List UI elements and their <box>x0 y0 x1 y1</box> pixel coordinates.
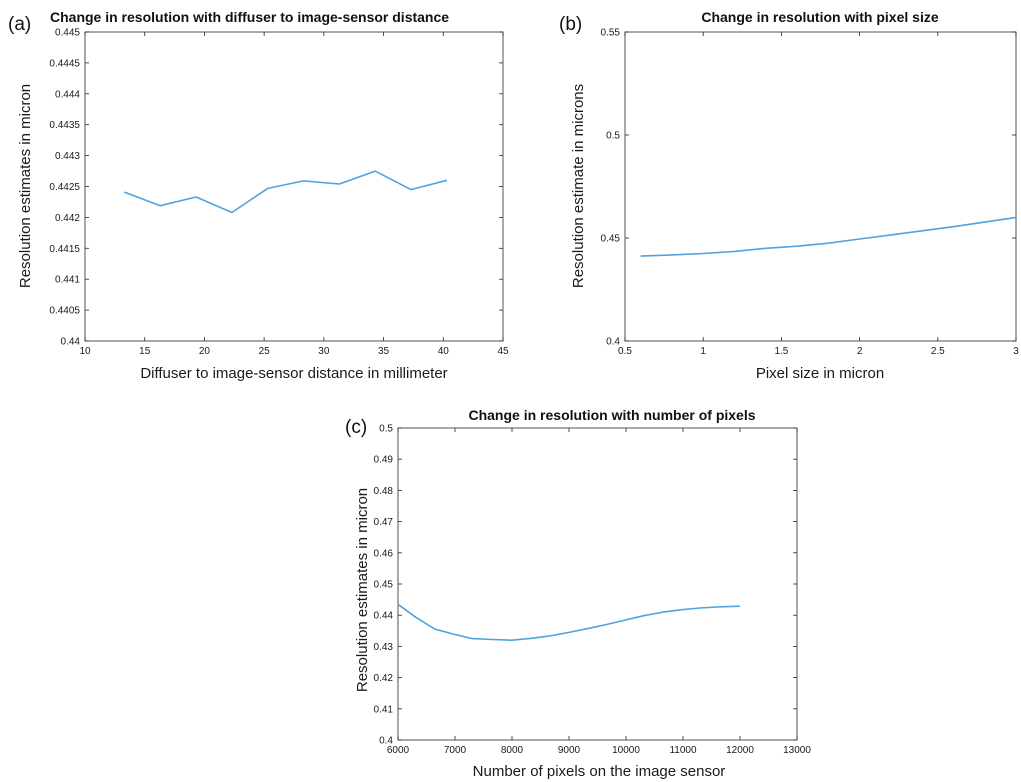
panel-b-label: (b) <box>559 14 582 35</box>
panel-c-xlabel: Number of pixels on the image sensor <box>473 763 726 780</box>
x-tick-label: 7000 <box>444 745 467 756</box>
x-tick-label: 20 <box>199 346 211 357</box>
y-tick-label: 0.5 <box>606 131 620 142</box>
panel-b: (b) Change in resolution with pixel size… <box>559 9 1019 382</box>
panel-a-xlabel: Diffuser to image-sensor distance in mil… <box>140 365 447 382</box>
x-tick-label: 40 <box>438 346 450 357</box>
panel-b-plot: 0.5 1 1.5 2 2.5 3 0.4 0.45 0.5 0.55 <box>601 28 1020 358</box>
y-tick-label: 0.4 <box>606 337 620 348</box>
y-tick-label: 0.444 <box>55 89 80 100</box>
y-tick-label: 0.5 <box>379 424 393 435</box>
y-tick-label: 0.42 <box>374 673 394 684</box>
x-tick-label: 35 <box>378 346 390 357</box>
panel-a-axes-box <box>84 31 504 342</box>
x-tick-label: 0.5 <box>618 346 632 357</box>
y-tick-label: 0.4405 <box>49 306 80 317</box>
y-tick-label: 0.443 <box>55 151 80 162</box>
panel-a-series-line <box>124 170 448 214</box>
x-tick-label: 15 <box>139 346 151 357</box>
panel-c-series-line <box>397 603 741 642</box>
y-tick-label: 0.442 <box>55 213 80 224</box>
x-tick-label: 13000 <box>783 745 811 756</box>
y-tick-label: 0.46 <box>374 548 394 559</box>
panel-c-title: Change in resolution with number of pixe… <box>468 407 755 423</box>
y-tick-label: 0.45 <box>601 234 621 245</box>
panel-a: (a) Change in resolution with diffuser t… <box>8 9 509 382</box>
x-tick-label: 9000 <box>558 745 581 756</box>
x-tick-label: 10000 <box>612 745 640 756</box>
x-tick-label: 6000 <box>387 745 410 756</box>
x-tick-label: 2 <box>857 346 863 357</box>
x-tick-label: 1.5 <box>774 346 788 357</box>
panel-b-series-line <box>640 216 1017 257</box>
y-tick-label: 0.44 <box>61 337 81 348</box>
x-tick-label: 30 <box>318 346 330 357</box>
y-tick-label: 0.49 <box>374 455 394 466</box>
y-tick-label: 0.45 <box>374 580 394 591</box>
panel-c-axes-box <box>397 427 798 741</box>
y-tick-label: 0.4415 <box>49 244 80 255</box>
panel-c: (c) Change in resolution with number of … <box>345 407 811 780</box>
panel-a-plot: 10 15 20 25 30 35 40 45 0.44 0.4405 0.441 0.4415 0.4… <box>49 28 509 358</box>
panel-b-xlabel: Pixel size in micron <box>756 365 884 382</box>
panel-a-title: Change in resolution with diffuser to im… <box>50 9 449 25</box>
x-tick-label: 1 <box>700 346 706 357</box>
panel-c-label: (c) <box>345 417 367 438</box>
panel-b-axes-box <box>624 31 1017 342</box>
y-tick-label: 0.4445 <box>49 58 80 69</box>
y-tick-label: 0.55 <box>601 28 621 39</box>
panel-c-ylabel: Resolution estimates in micron <box>354 488 371 692</box>
y-tick-label: 0.4 <box>379 736 393 747</box>
x-tick-label: 12000 <box>726 745 754 756</box>
panel-a-label: (a) <box>8 14 31 35</box>
panel-c-plot: 6000 7000 8000 9000 10000 11000 12000 13000 0.4 0… <box>374 424 812 757</box>
x-tick-label: 8000 <box>501 745 524 756</box>
y-tick-label: 0.48 <box>374 486 394 497</box>
x-tick-label: 25 <box>259 346 271 357</box>
y-tick-label: 0.41 <box>374 704 394 715</box>
x-tick-label: 2.5 <box>931 346 945 357</box>
panel-b-ylabel: Resolution estimate in microns <box>570 84 587 288</box>
y-tick-label: 0.43 <box>374 642 394 653</box>
panel-a-ylabel: Resolution estimates in micron <box>17 84 34 288</box>
y-tick-label: 0.4435 <box>49 120 80 131</box>
y-tick-label: 0.445 <box>55 28 80 39</box>
x-tick-label: 3 <box>1013 346 1019 357</box>
panel-b-title: Change in resolution with pixel size <box>701 9 938 25</box>
x-tick-label: 10 <box>79 346 91 357</box>
y-tick-label: 0.44 <box>374 611 394 622</box>
x-tick-label: 45 <box>497 346 509 357</box>
y-tick-label: 0.4425 <box>49 182 80 193</box>
y-tick-label: 0.441 <box>55 275 80 286</box>
x-tick-label: 11000 <box>669 745 697 756</box>
y-tick-label: 0.47 <box>374 517 394 528</box>
